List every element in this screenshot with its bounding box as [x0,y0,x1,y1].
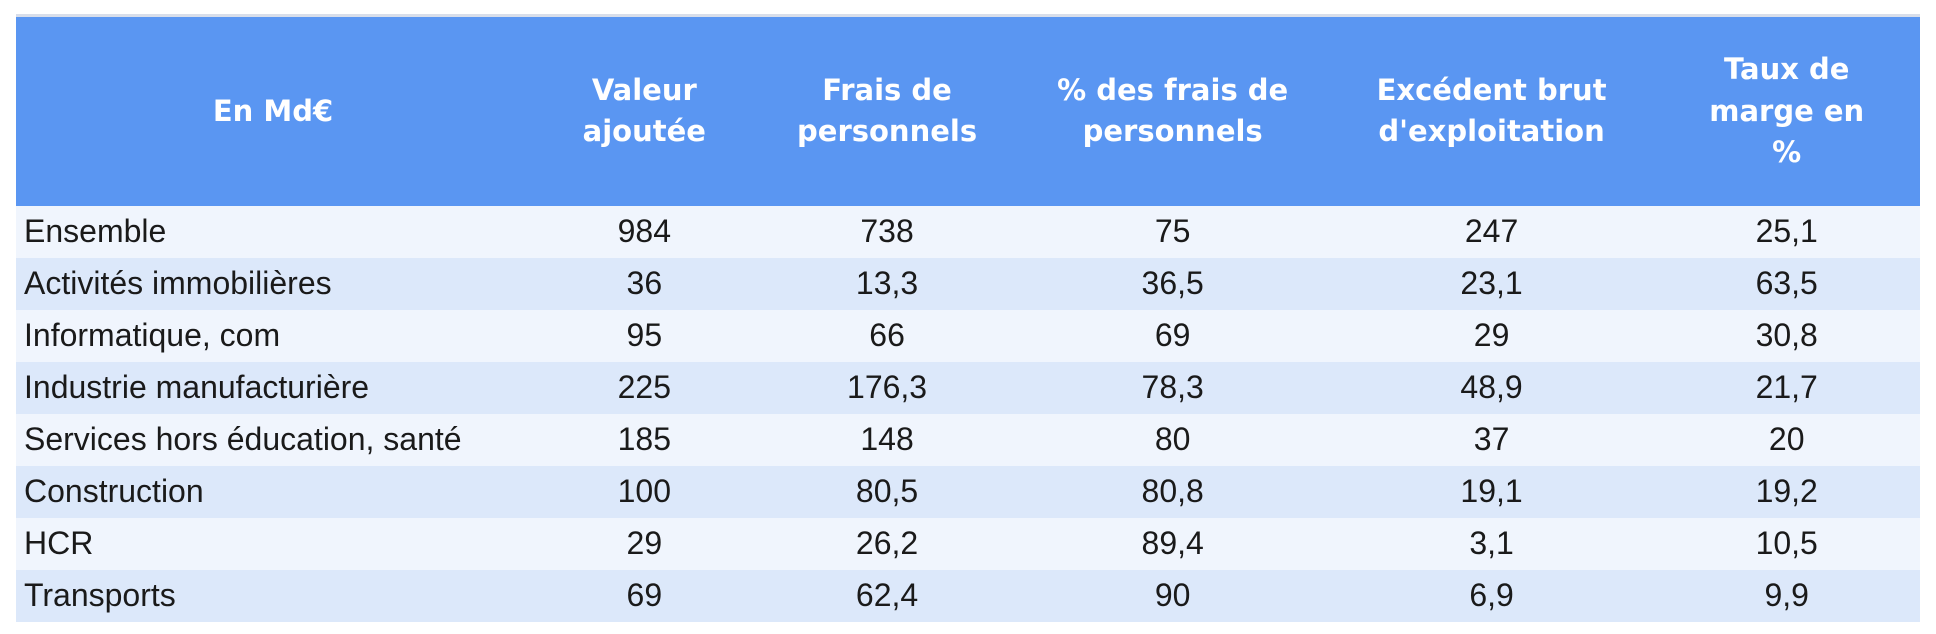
cell-value: 29 [1329,309,1654,362]
table-row: Activités immobilières 36 13,3 36,5 23,1 63,5 [16,257,1920,310]
table-row: HCR 29 26,2 89,4 3,1 10,5 [16,517,1920,570]
cell-value: 29 [530,517,759,570]
cell-value: 25,1 [1653,205,1920,258]
cell-value: 10,5 [1653,517,1920,570]
cell-value: 69 [530,569,759,622]
table-body: Ensemble 984 738 75 247 25,1 Activités immobil… [16,205,1920,622]
cell-value: 89,4 [1015,517,1330,570]
cell-value: 30,8 [1653,309,1920,362]
row-label: Services hors éducation, santé [16,413,531,466]
cell-value: 63,5 [1653,257,1920,310]
cell-value: 23,1 [1329,257,1654,310]
row-label: HCR [16,517,531,570]
cell-value: 176,3 [758,361,1016,414]
cell-value: 738 [758,205,1016,258]
table-row: Construction 100 80,5 80,8 19,1 19,2 [16,465,1920,518]
cell-value: 95 [530,309,759,362]
column-header-excedent-brut-exploitation: Excédent brut d'exploitation [1329,15,1654,206]
cell-value: 6,9 [1329,569,1654,622]
cell-value: 19,1 [1329,465,1654,518]
column-header-taux-de-marge: Taux de marge en % [1653,15,1920,206]
cell-value: 21,7 [1653,361,1920,414]
column-header-unit: En Md€ [16,15,531,206]
cell-value: 100 [530,465,759,518]
cell-value: 66 [758,309,1016,362]
cell-value: 80,8 [1015,465,1330,518]
cell-value: 9,9 [1653,569,1920,622]
cell-value: 19,2 [1653,465,1920,518]
table-row: Informatique, com 95 66 69 29 30,8 [16,309,1920,362]
cell-value: 3,1 [1329,517,1654,570]
cell-value: 75 [1015,205,1330,258]
cell-value: 185 [530,413,759,466]
cell-value: 62,4 [758,569,1016,622]
cell-value: 247 [1329,205,1654,258]
cell-value: 13,3 [758,257,1016,310]
cell-value: 69 [1015,309,1330,362]
column-header-valeur-ajoutee: Valeur ajoutée [530,15,759,206]
cell-value: 37 [1329,413,1654,466]
cell-value: 36 [530,257,759,310]
cell-value: 36,5 [1015,257,1330,310]
column-header-pct-frais-de-personnels: % des frais de personnels [1015,15,1330,206]
cell-value: 48,9 [1329,361,1654,414]
row-label: Construction [16,465,531,518]
table-header: En Md€ Valeur ajoutée Frais de personnel… [16,15,1920,206]
row-label: Informatique, com [16,309,531,362]
cell-value: 90 [1015,569,1330,622]
row-label: Activités immobilières [16,257,531,310]
cell-value: 80 [1015,413,1330,466]
cell-value: 78,3 [1015,361,1330,414]
cell-value: 984 [530,205,759,258]
row-label: Ensemble [16,205,531,258]
row-label: Industrie manufacturière [16,361,531,414]
column-header-frais-de-personnels: Frais de personnels [758,15,1016,206]
row-label: Transports [16,569,531,622]
header-row: En Md€ Valeur ajoutée Frais de personnel… [16,15,1920,206]
table-row: Services hors éducation, santé 185 148 80 37… [16,413,1920,466]
cell-value: 20 [1653,413,1920,466]
cell-value: 148 [758,413,1016,466]
economic-data-table: En Md€ Valeur ajoutée Frais de personnel… [16,14,1920,622]
cell-value: 26,2 [758,517,1016,570]
cell-value: 80,5 [758,465,1016,518]
table-row: Transports 69 62,4 90 6,9 9,9 [16,569,1920,622]
table-row: Ensemble 984 738 75 247 25,1 [16,205,1920,258]
cell-value: 225 [530,361,759,414]
table-row: Industrie manufacturière 225 176,3 78,3 48,9… [16,361,1920,414]
